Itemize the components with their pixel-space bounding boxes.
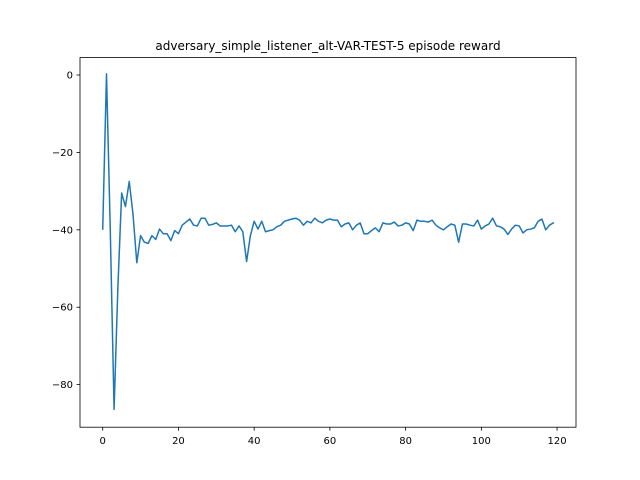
x-tick-label: 20 — [172, 436, 185, 447]
y-tick-label: 0 — [67, 71, 73, 82]
x-tick-label: 60 — [324, 436, 337, 447]
y-tick-label: −40 — [52, 225, 73, 236]
x-tick-label: 80 — [399, 436, 412, 447]
chart-title: adversary_simple_listener_alt-VAR-TEST-5… — [155, 39, 500, 53]
y-tick-label: −20 — [52, 148, 73, 159]
plot-area: 0 20 40 60 80 100 120 0 −20 −40 −60 −80 — [52, 57, 577, 447]
x-tick-label: 40 — [248, 436, 261, 447]
series-line — [101, 73, 555, 411]
axes-frame — [79, 57, 577, 428]
y-tick-label: −60 — [52, 303, 73, 314]
y-tick-label: −80 — [52, 380, 73, 391]
x-tick-label: 120 — [548, 436, 567, 447]
x-tick-label: 100 — [472, 436, 491, 447]
x-tick-label: 0 — [100, 436, 106, 447]
